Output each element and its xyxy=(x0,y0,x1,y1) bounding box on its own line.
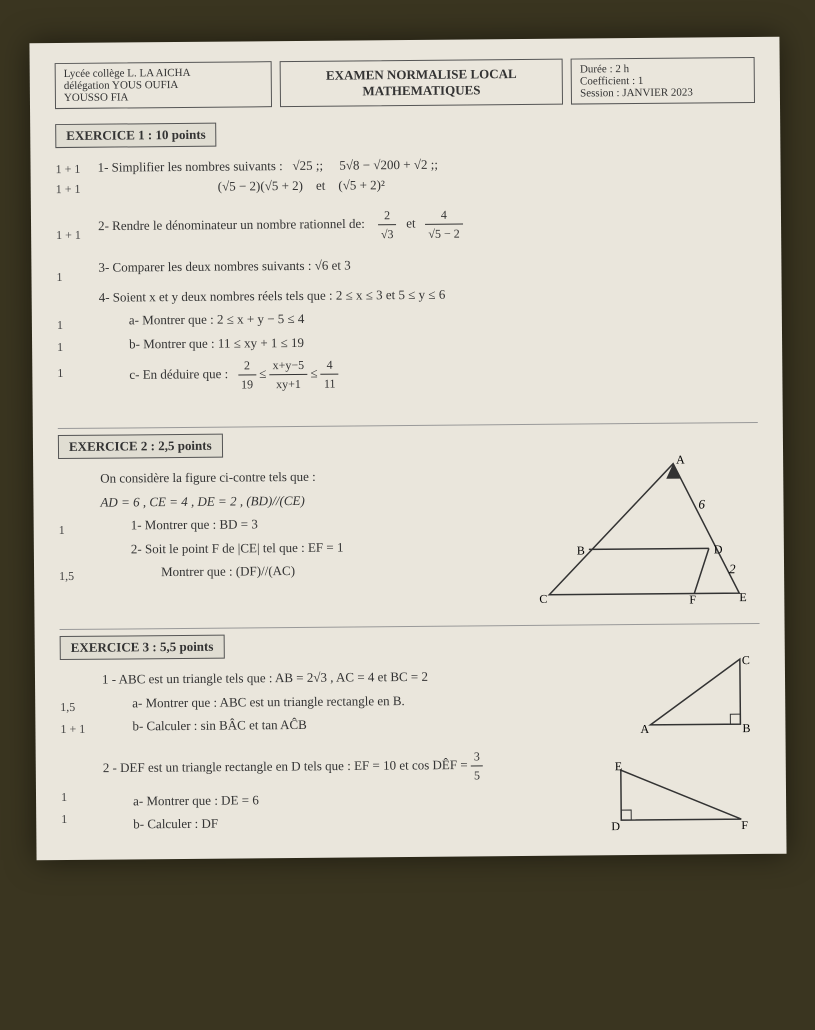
q1-expr2: 5√8 − √200 + √2 ;; xyxy=(339,157,438,173)
ex1-q2: 2- Rendre le dénominateur un nombre rati… xyxy=(97,203,755,246)
title-box: EXAMEN NORMALISE LOCAL MATHEMATIQUES xyxy=(279,59,563,107)
ex3-figure2: D E F xyxy=(610,759,751,830)
q1-expr1: √25 ;; xyxy=(292,158,323,173)
margin-pts: 1 xyxy=(56,318,62,333)
frac-num: 4 xyxy=(425,206,463,225)
q1-et: et xyxy=(315,177,325,192)
fig-F: F xyxy=(689,592,696,604)
divider xyxy=(57,422,757,429)
ex1-q1: 1- Simplifier les nombres suivants : √25… xyxy=(97,152,755,197)
fig-B: B xyxy=(576,543,584,557)
fig2-F: F xyxy=(741,818,748,830)
fig-E: E xyxy=(739,590,746,604)
le: ≤ xyxy=(259,366,266,381)
q4c-frac2: x+y−5 xy+1 xyxy=(269,356,307,393)
ex1-content: 1 + 1 1 + 1 1 + 1 1 1 1 1 1- Simplifier … xyxy=(55,152,757,418)
frac-den: 11 xyxy=(320,375,338,393)
fig2-E: E xyxy=(614,759,621,773)
session: Session : JANVIER 2023 xyxy=(580,86,746,99)
ex3-figure1: A B C xyxy=(639,654,750,735)
fig1-B: B xyxy=(742,721,750,735)
school-line3: YOUSSO FIA xyxy=(63,90,262,104)
frac-den: xy+1 xyxy=(269,375,307,393)
q1-expr4: (√5 + 2)² xyxy=(338,177,385,192)
frac-den: √5 − 2 xyxy=(425,225,463,243)
margin-pts: 1 + 1 xyxy=(55,162,80,177)
margin-pts: 1 xyxy=(61,812,67,827)
frac-num: 4 xyxy=(320,356,338,375)
margin-pts: 1 + 1 xyxy=(56,228,81,243)
margin-pts: 1 xyxy=(56,270,62,285)
frac-num: 3 xyxy=(470,747,482,766)
ex1-q4: 4- Soient x et y deux nombres réels tels… xyxy=(98,281,756,306)
ex2-label: EXERCICE 2 : 2,5 points xyxy=(57,434,222,459)
margin-pts: 1 + 1 xyxy=(60,722,85,737)
ex1-label: EXERCICE 1 : 10 points xyxy=(55,123,217,148)
fig-D: D xyxy=(713,542,722,556)
frac-den: 19 xyxy=(238,375,256,393)
info-box: Durée : 2 h Coefficient : 1 Session : JA… xyxy=(570,57,754,105)
fig1-A: A xyxy=(640,722,649,735)
title-line1: EXAMEN NORMALISE LOCAL xyxy=(288,66,553,84)
fig1-C: C xyxy=(741,654,749,667)
q4c-frac3: 4 11 xyxy=(320,356,338,393)
q2-frac2: 4 √5 − 2 xyxy=(425,206,463,243)
q2-et: et xyxy=(406,215,416,230)
frac-den: 5 xyxy=(470,766,482,784)
ex1-q4b: b- Montrer que : 11 ≤ xy + 1 ≤ 19 xyxy=(98,328,756,353)
title-line2: MATHEMATIQUES xyxy=(288,82,553,100)
ex3-label: EXERCICE 3 : 5,5 points xyxy=(59,635,224,660)
margin-pts: 1,5 xyxy=(59,569,74,584)
p2-lead: 2 - DEF est un triangle rectangle en D t… xyxy=(102,756,470,774)
ex1-q4c: c- En déduire que : 2 19 ≤ x+y−5 xy+1 ≤ … xyxy=(99,352,757,395)
q2-frac1: 2 √3 xyxy=(377,206,396,243)
margin-pts: 1,5 xyxy=(60,700,75,715)
q4c-frac1: 2 19 xyxy=(237,356,255,393)
divider xyxy=(59,623,759,630)
header-row: Lycée collège L. LA AICHA délégation YOU… xyxy=(54,57,754,109)
ex3-content: 1,5 1 + 1 1 1 A B C D E F 1 - ABC est un… xyxy=(59,664,760,840)
ex1-q3: 3- Comparer les deux nombres suivants : … xyxy=(98,252,756,277)
ex1-q4a: a- Montrer que : 2 ≤ x + y − 5 ≤ 4 xyxy=(98,305,756,330)
exam-paper: Lycée collège L. LA AICHA délégation YOU… xyxy=(29,37,786,861)
margin-pts: 1 + 1 xyxy=(55,182,80,197)
ex2-figure: A B C D E F 6 2 xyxy=(538,453,749,605)
q4c-lead: c- En déduire que : xyxy=(129,366,228,382)
fig-A: A xyxy=(676,453,685,467)
q2-lead: 2- Rendre le dénominateur un nombre rati… xyxy=(97,216,364,233)
school-box: Lycée collège L. LA AICHA délégation YOU… xyxy=(54,61,271,109)
p2-frac: 3 5 xyxy=(470,747,482,784)
q1-expr3: (√5 − 2)(√5 + 2) xyxy=(217,177,302,193)
q1-lead: 1- Simplifier les nombres suivants : xyxy=(97,158,282,175)
margin-pts: 1 xyxy=(58,523,64,538)
fig-6: 6 xyxy=(698,496,705,511)
frac-den: √3 xyxy=(377,225,396,243)
fig2-D: D xyxy=(611,819,620,830)
margin-pts: 1 xyxy=(57,340,63,355)
margin-pts: 1 xyxy=(60,790,66,805)
ex2-content: 1 1,5 A B C D E F 6 2 On considère la fi… xyxy=(58,463,759,619)
frac-num: x+y−5 xyxy=(269,356,307,375)
frac-num: 2 xyxy=(237,356,255,375)
fig-C: C xyxy=(539,592,547,605)
frac-num: 2 xyxy=(377,206,396,225)
fig-2: 2 xyxy=(728,561,735,576)
le: ≤ xyxy=(310,365,317,380)
margin-pts: 1 xyxy=(57,366,63,381)
